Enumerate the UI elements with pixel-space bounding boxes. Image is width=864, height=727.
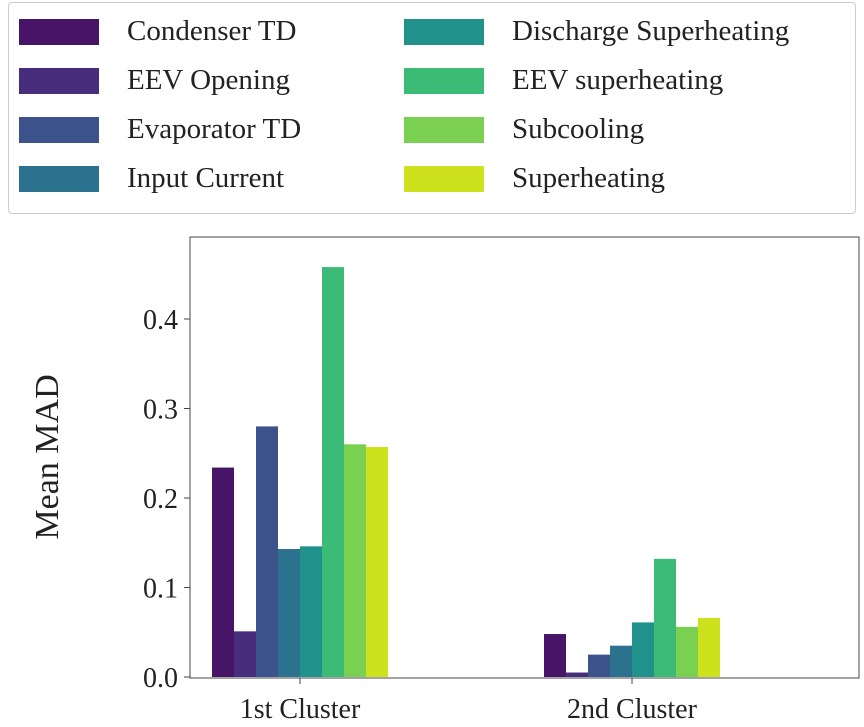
legend-label: Condenser TD [127, 15, 297, 47]
legend-label: EEV Opening [127, 64, 290, 96]
legend-swatch [404, 18, 484, 45]
bar-eev-opening-2 [566, 672, 588, 677]
bar-subcooling-2 [676, 626, 698, 677]
bar-eev-superheating-2 [654, 558, 676, 677]
y-tick-label: 0.3 [143, 395, 178, 426]
legend-label: EEV superheating [512, 64, 724, 96]
x-tick-label: 2nd Cluster [567, 694, 698, 725]
legend-item: EEV superheating [404, 64, 723, 97]
legend-swatch [19, 18, 99, 45]
legend-item: Evaporator TD [19, 113, 301, 146]
legend-swatch [19, 67, 99, 94]
legend-label: Subcooling [512, 113, 645, 145]
legend-label: Discharge Superheating [512, 15, 790, 47]
y-axis-label: Mean MAD [29, 374, 66, 539]
bar-input-current-2 [610, 645, 632, 677]
bar-condenser-td-1 [212, 467, 234, 677]
legend-item: EEV Opening [19, 64, 290, 97]
legend-label: Evaporator TD [127, 113, 302, 145]
legend-item: Discharge Superheating [404, 15, 789, 48]
bar-condenser-td-2 [544, 634, 566, 677]
bar-subcooling-1 [344, 444, 366, 677]
x-tick-label: 1st Cluster [240, 694, 361, 725]
legend-item: Superheating [404, 162, 665, 195]
legend-swatch [404, 165, 484, 192]
y-tick-label: 0.4 [143, 305, 178, 336]
y-tick-label: 0.0 [143, 663, 178, 694]
legend-swatch [19, 165, 99, 192]
legend-label: Input Current [127, 162, 285, 194]
bar-eev-superheating-1 [322, 267, 344, 677]
y-tick-label: 0.2 [143, 484, 178, 515]
bar-evaporator-td-1 [256, 426, 278, 677]
bar-discharge-superheating-2 [632, 622, 654, 677]
y-tick-label: 0.1 [143, 574, 178, 605]
bar-discharge-superheating-1 [300, 546, 322, 677]
legend-swatch [404, 67, 484, 94]
legend: Condenser TD EEV Opening Evaporator TD Inpu… [8, 2, 856, 214]
bar-input-current-1 [278, 549, 300, 677]
legend-item: Condenser TD [19, 15, 296, 48]
legend-item: Input Current [19, 162, 284, 195]
bar-eev-opening-1 [234, 631, 256, 677]
bar-evaporator-td-2 [588, 654, 610, 677]
plot-frame [189, 236, 860, 679]
bar-superheating-1 [366, 446, 388, 677]
legend-swatch [404, 116, 484, 143]
bar-superheating-2 [698, 617, 720, 677]
legend-swatch [19, 116, 99, 143]
legend-item: Subcooling [404, 113, 644, 146]
legend-label: Superheating [512, 162, 666, 194]
